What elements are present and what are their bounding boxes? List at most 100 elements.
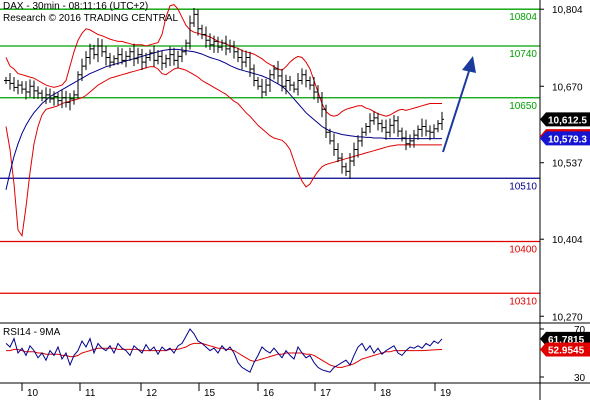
value-badge-last: 10,612.5 (540, 112, 590, 127)
price-bar (108, 52, 112, 68)
price-bar (28, 79, 32, 98)
price-bar (232, 40, 236, 59)
price-bar (272, 64, 276, 80)
value-badge-label: 61.7815 (548, 335, 585, 346)
forecast-arrow-shaft (442, 67, 471, 153)
price-bar (204, 26, 208, 48)
price-bar (416, 125, 420, 140)
level-label: 10804 (509, 12, 537, 23)
price-bar (228, 39, 232, 53)
value-badge-shape (540, 342, 590, 357)
price-bar (424, 119, 428, 137)
price-bar (16, 79, 20, 95)
value-badge-label: 52.9545 (548, 345, 585, 356)
value-badge-rsi: 61.7815 (540, 331, 590, 346)
price-bar (156, 50, 160, 65)
y-tick-label: 10,537 (552, 159, 583, 170)
price-bar (328, 128, 332, 145)
rsi-label: RSI14 - 9MA (3, 327, 61, 338)
value-badge-rsi_ma: 52.9545 (540, 342, 590, 357)
value-badge-label: 10,612.5 (548, 115, 587, 126)
price-bar (136, 47, 140, 64)
price-bar (148, 49, 152, 61)
price-bar (308, 76, 312, 90)
price-bar (60, 89, 64, 109)
x-tick-label: 17 (320, 388, 332, 399)
price-bar (20, 81, 24, 94)
price-bar (44, 87, 48, 105)
price-bar (188, 15, 192, 50)
price-bar (400, 127, 404, 142)
price-bar (32, 80, 36, 99)
price-bar (80, 58, 84, 82)
price-bar (172, 47, 176, 66)
price-bar (88, 43, 92, 65)
level-label: 10650 (509, 101, 537, 112)
price-bar (436, 120, 440, 133)
price-bar (64, 90, 68, 108)
price-bar (396, 116, 400, 137)
price-bar (368, 113, 372, 133)
x-tick-label: 12 (146, 388, 158, 399)
price-bar (12, 77, 16, 92)
value-badge-shape (540, 112, 590, 127)
price-bar (352, 142, 356, 167)
price-bar (192, 8, 196, 28)
x-tick-label: 16 (263, 388, 275, 399)
price-bar (160, 51, 164, 71)
x-tick-label: 15 (204, 388, 216, 399)
price-bar (296, 73, 300, 96)
price-bar (380, 119, 384, 133)
price-bar (176, 50, 180, 69)
x-tick-label: 10 (27, 388, 39, 399)
price-bar (260, 78, 264, 99)
rsi-line (5, 328, 443, 373)
price-bar (236, 47, 240, 63)
price-bar (96, 37, 100, 63)
price-bar (392, 115, 396, 134)
price-bar (248, 51, 252, 78)
price-bar (100, 39, 104, 57)
price-bar (268, 69, 272, 92)
price-bar (132, 43, 136, 67)
price-bar (104, 46, 108, 66)
moving-average-line (5, 48, 442, 190)
price-bar (8, 73, 12, 90)
price-bar (320, 92, 324, 118)
price-bar (384, 119, 388, 140)
price-bar (240, 49, 244, 70)
price-bar (284, 74, 288, 95)
price-bar (264, 78, 268, 97)
price-bar (428, 125, 432, 141)
price-bar (300, 68, 304, 85)
rsi-ma-line (6, 342, 443, 368)
price-bar (168, 46, 172, 67)
price-bar (316, 85, 320, 103)
price-bar (252, 64, 256, 87)
price-bar (212, 35, 216, 53)
x-tick-label: 18 (380, 388, 392, 399)
price-bar (40, 89, 44, 102)
level-label: 10310 (509, 296, 537, 307)
bollinger-lower-line (5, 66, 442, 238)
price-bar (408, 134, 412, 148)
price-bar (404, 130, 408, 151)
price-bar (196, 9, 200, 36)
price-bar (292, 81, 296, 93)
price-bar (200, 24, 204, 40)
y-tick-label: 10,804 (552, 5, 583, 16)
price-bar (220, 39, 224, 51)
price-bar (244, 50, 248, 68)
price-bar (388, 118, 392, 138)
price-bar (216, 36, 220, 53)
forecast-arrow-head (462, 56, 476, 73)
value-badge-label: 10,579.3 (548, 134, 587, 145)
x-tick-label: 19 (440, 388, 452, 399)
price-bar (116, 47, 120, 65)
rsi-tick-label: 70 (574, 325, 586, 336)
price-bar (72, 90, 76, 105)
price-bar (48, 88, 52, 103)
price-bar (348, 152, 352, 179)
price-bar (184, 39, 188, 56)
